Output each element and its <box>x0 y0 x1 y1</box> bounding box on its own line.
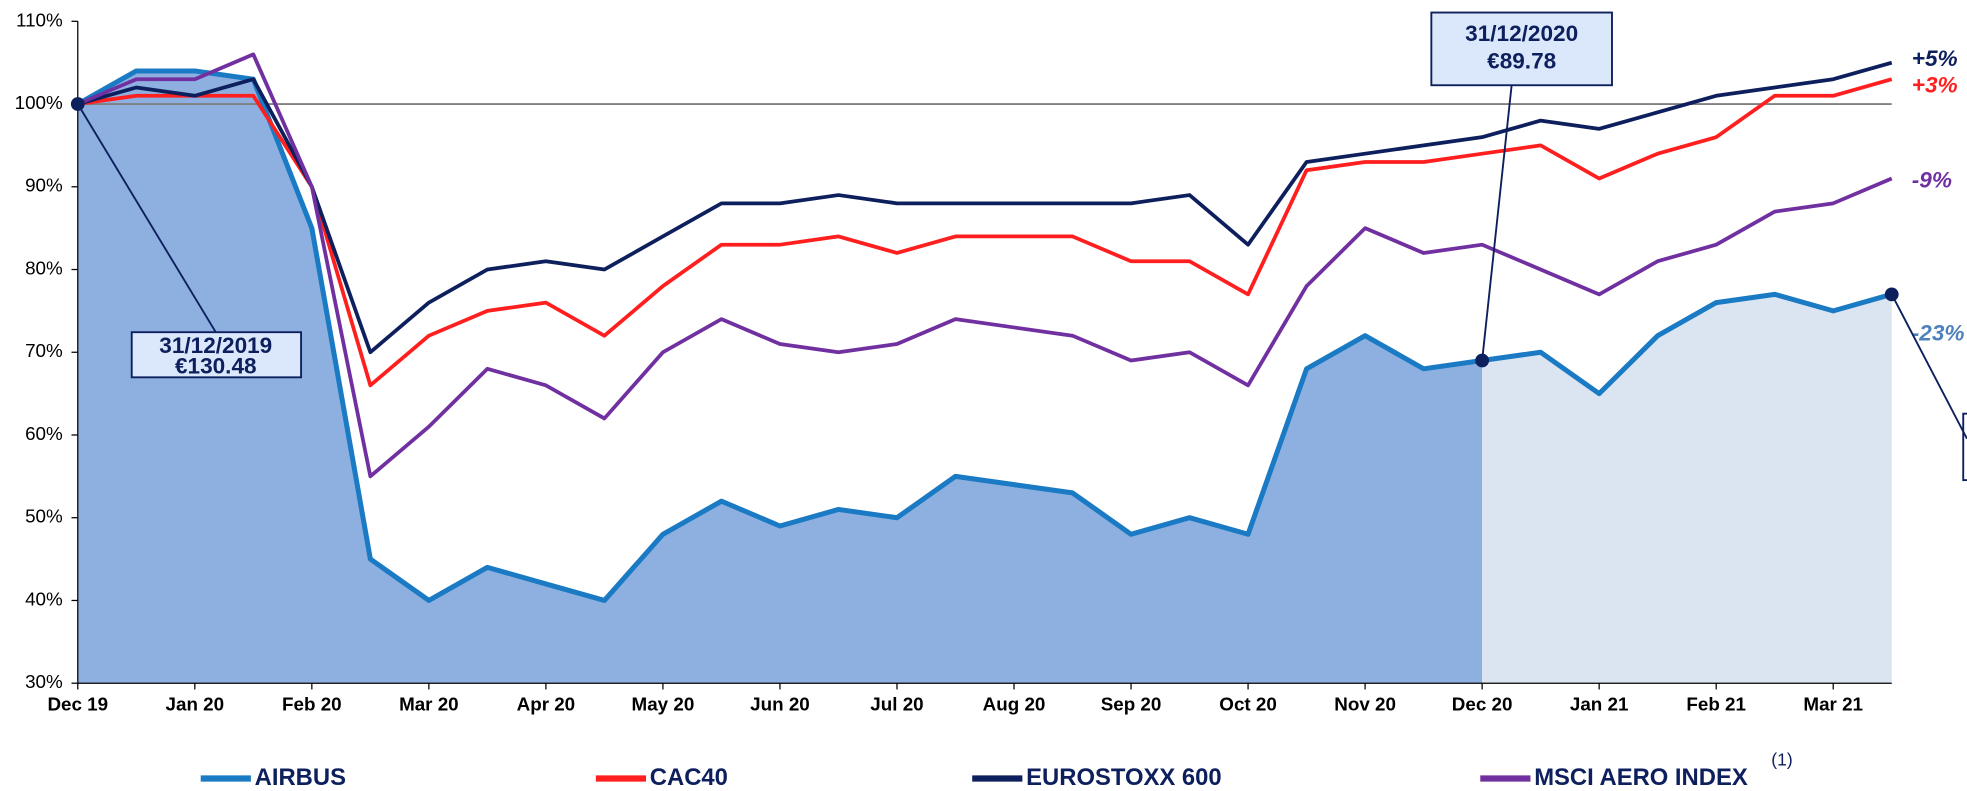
y-tick-label: 70% <box>25 340 63 361</box>
y-tick-label: 90% <box>25 175 63 196</box>
legend-label: AIRBUS <box>255 764 346 791</box>
y-tick-label: 30% <box>25 671 63 692</box>
x-tick-label: Oct 20 <box>1219 694 1276 715</box>
x-tick-label: Aug 20 <box>983 694 1046 715</box>
x-tick-label: Nov 20 <box>1334 694 1396 715</box>
annotation-date: 31/12/2020 <box>1465 21 1578 46</box>
legend-note: (1) <box>1771 750 1792 770</box>
annotation-price: €130.48 <box>175 353 257 378</box>
x-tick-label: May 20 <box>632 694 695 715</box>
x-tick-label: Apr 20 <box>517 694 576 715</box>
end-label: -23% <box>1912 321 1965 346</box>
x-tick-label: Jun 20 <box>750 694 810 715</box>
series-line <box>77 60 1893 355</box>
series-line <box>77 77 1893 388</box>
series-line <box>77 52 1893 479</box>
end-label: +5% <box>1912 46 1958 71</box>
y-tick-label: 80% <box>25 257 63 278</box>
annotation-dot <box>1884 287 1899 302</box>
end-label: +3% <box>1912 72 1958 97</box>
x-tick-label: Sep 20 <box>1101 694 1162 715</box>
annotation-leader <box>1481 85 1513 361</box>
legend-label: MSCI AERO INDEX <box>1534 764 1748 791</box>
annotation-dot <box>70 97 85 111</box>
x-tick-label: Mar 20 <box>399 694 459 715</box>
x-tick-label: Jan 20 <box>166 694 225 715</box>
x-tick-label: Dec 20 <box>1452 694 1513 715</box>
x-tick-label: Jan 21 <box>1570 694 1629 715</box>
y-tick-label: 40% <box>25 588 63 609</box>
x-tick-label: Jul 20 <box>870 694 923 715</box>
series-line <box>76 68 1893 603</box>
x-tick-label: Dec 19 <box>47 694 108 715</box>
y-tick-label: 50% <box>25 506 63 527</box>
y-tick-label: 110% <box>16 9 63 30</box>
annotation-box <box>1430 11 1613 87</box>
cropped-callout <box>1962 412 1967 482</box>
annotation-leader <box>76 103 217 333</box>
x-tick-label: Feb 20 <box>282 694 342 715</box>
annotation-leader <box>1890 293 1967 440</box>
x-tick-label: Mar 21 <box>1803 694 1863 715</box>
y-tick-label: 60% <box>25 423 63 444</box>
x-tick-label: Feb 21 <box>1686 694 1746 715</box>
annotation-price: €89.78 <box>1487 49 1556 74</box>
legend-label: CAC40 <box>650 764 728 791</box>
area <box>1482 294 1892 684</box>
y-tick-label: 100% <box>15 92 63 113</box>
area <box>77 70 1483 684</box>
legend-label: EUROSTOXX 600 <box>1026 764 1222 791</box>
annotation-dot <box>1475 353 1490 368</box>
end-label: -9% <box>1912 168 1952 193</box>
annotation-box <box>130 331 303 379</box>
annotation-date: 31/12/2019 <box>159 333 272 358</box>
